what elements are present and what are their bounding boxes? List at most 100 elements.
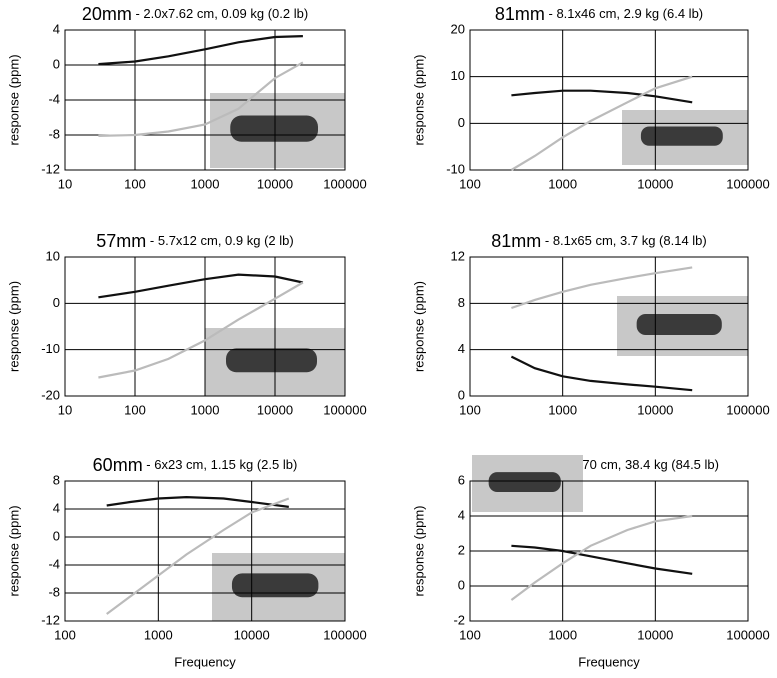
x-tick-label: 10 bbox=[58, 402, 72, 417]
series-line bbox=[510, 355, 693, 392]
photo-object bbox=[226, 348, 317, 373]
y-tick-label: 10 bbox=[46, 248, 60, 263]
plot-frame bbox=[64, 29, 346, 171]
y-axis-label: response (ppm) bbox=[6, 281, 21, 372]
x-tick-label: 100000 bbox=[726, 176, 769, 191]
y-tick-label: -8 bbox=[48, 126, 60, 141]
series-line bbox=[510, 75, 693, 171]
photo-object bbox=[636, 314, 722, 335]
y-tick-label: 2 bbox=[458, 542, 465, 557]
y-tick-label: 4 bbox=[458, 507, 465, 522]
x-tick-label: 1000 bbox=[548, 627, 577, 642]
title-main: 60mm bbox=[93, 455, 143, 475]
plot-frame bbox=[469, 256, 749, 397]
y-tick-label: 4 bbox=[458, 341, 465, 356]
plot-frame bbox=[64, 480, 346, 622]
y-axis-label: response (ppm) bbox=[6, 505, 21, 596]
x-axis-label: Frequency bbox=[174, 654, 236, 669]
x-tick-label: 1000 bbox=[191, 176, 220, 191]
title-main: 81mm bbox=[491, 231, 541, 251]
y-tick-label: 6 bbox=[458, 472, 465, 487]
x-tick-label: 100000 bbox=[323, 176, 366, 191]
y-tick-label: 4 bbox=[53, 500, 60, 515]
y-tick-label: 0 bbox=[53, 56, 60, 71]
y-axis-label: response (ppm) bbox=[6, 54, 21, 145]
plot-frame bbox=[469, 480, 749, 622]
y-tick-label: 8 bbox=[458, 295, 465, 310]
x-tick-label: 10000 bbox=[234, 627, 270, 642]
x-axis-label: Frequency bbox=[578, 654, 640, 669]
x-tick-label: 100000 bbox=[323, 402, 366, 417]
photo-object bbox=[231, 573, 319, 598]
y-tick-label: -20 bbox=[41, 387, 60, 402]
x-tick-label: 10000 bbox=[637, 627, 673, 642]
series-line bbox=[511, 89, 693, 104]
plot-frame bbox=[64, 256, 346, 397]
y-tick-label: 0 bbox=[53, 528, 60, 543]
chart-title: 81mm - 8.1x46 cm, 2.9 kg (6.4 lb) bbox=[495, 4, 703, 24]
y-tick-label: -4 bbox=[48, 556, 60, 571]
x-tick-label: 1000 bbox=[144, 627, 173, 642]
y-tick-label: 0 bbox=[53, 295, 60, 310]
title-sub: - 6x23 cm, 1.15 kg (2.5 lb) bbox=[143, 457, 298, 472]
title-main: 81mm bbox=[495, 4, 545, 24]
title-sub: - 5.7x12 cm, 0.9 kg (2 lb) bbox=[146, 233, 293, 248]
y-tick-label: 10 bbox=[451, 68, 465, 83]
y-tick-label: -10 bbox=[41, 341, 60, 356]
x-tick-label: 1000 bbox=[548, 402, 577, 417]
x-tick-label: 10000 bbox=[257, 176, 293, 191]
series-line bbox=[98, 35, 303, 66]
y-axis-label: response (ppm) bbox=[411, 281, 426, 372]
chart-title: 81mm - 8.1x65 cm, 3.7 kg (8.14 lb) bbox=[491, 231, 706, 251]
y-tick-label: 8 bbox=[53, 472, 60, 487]
y-tick-label: 0 bbox=[458, 115, 465, 130]
x-tick-label: 1000 bbox=[548, 176, 577, 191]
chart-title: 20mm - 2.0x7.62 cm, 0.09 kg (0.2 lb) bbox=[82, 4, 308, 24]
chart-title: 60mm - 6x23 cm, 1.15 kg (2.5 lb) bbox=[93, 455, 298, 475]
series-line bbox=[98, 281, 304, 379]
series-line bbox=[106, 495, 289, 508]
chart-title: 57mm - 5.7x12 cm, 0.9 kg (2 lb) bbox=[96, 231, 293, 251]
x-tick-label: 1000 bbox=[191, 402, 220, 417]
title-sub: - 2.0x7.62 cm, 0.09 kg (0.2 lb) bbox=[132, 6, 308, 21]
x-tick-label: 100 bbox=[54, 627, 76, 642]
x-tick-label: 10000 bbox=[637, 176, 673, 191]
y-tick-label: 20 bbox=[451, 21, 465, 36]
title-sub: - 15.5x70 cm, 38.4 kg (84.5 lb) bbox=[539, 457, 719, 472]
y-tick-label: -4 bbox=[48, 91, 60, 106]
y-tick-label: 4 bbox=[53, 21, 60, 36]
title-sub: - 8.1x65 cm, 3.7 kg (8.14 lb) bbox=[541, 233, 706, 248]
y-tick-label: -8 bbox=[48, 584, 60, 599]
title-sub: - 8.1x46 cm, 2.9 kg (6.4 lb) bbox=[545, 6, 703, 21]
x-tick-label: 100 bbox=[459, 176, 481, 191]
y-axis-label: response (ppm) bbox=[411, 505, 426, 596]
y-tick-label: -12 bbox=[41, 161, 60, 176]
x-tick-label: 100000 bbox=[726, 402, 769, 417]
x-tick-label: 100000 bbox=[726, 627, 769, 642]
photo-object bbox=[640, 126, 723, 146]
series-line bbox=[98, 273, 304, 299]
y-tick-label: 0 bbox=[458, 387, 465, 402]
x-tick-label: 100000 bbox=[323, 627, 366, 642]
series-line bbox=[510, 514, 693, 601]
x-tick-label: 100 bbox=[459, 627, 481, 642]
series-line bbox=[511, 266, 693, 310]
series-line bbox=[98, 61, 304, 137]
x-tick-label: 100 bbox=[459, 402, 481, 417]
photo-object bbox=[488, 472, 561, 493]
title-main: 20mm bbox=[82, 4, 132, 24]
x-tick-label: 10000 bbox=[257, 402, 293, 417]
photo-object bbox=[230, 115, 318, 142]
y-tick-label: -2 bbox=[453, 612, 465, 627]
series-line bbox=[106, 497, 290, 615]
x-tick-label: 100 bbox=[124, 402, 146, 417]
series-line bbox=[511, 544, 693, 575]
x-tick-label: 10 bbox=[58, 176, 72, 191]
x-tick-label: 10000 bbox=[637, 402, 673, 417]
y-axis-label: response (ppm) bbox=[411, 54, 426, 145]
x-tick-label: 100 bbox=[124, 176, 146, 191]
y-tick-label: 0 bbox=[458, 577, 465, 592]
y-tick-label: 12 bbox=[451, 248, 465, 263]
y-tick-label: -10 bbox=[446, 161, 465, 176]
title-main: 57mm bbox=[96, 231, 146, 251]
